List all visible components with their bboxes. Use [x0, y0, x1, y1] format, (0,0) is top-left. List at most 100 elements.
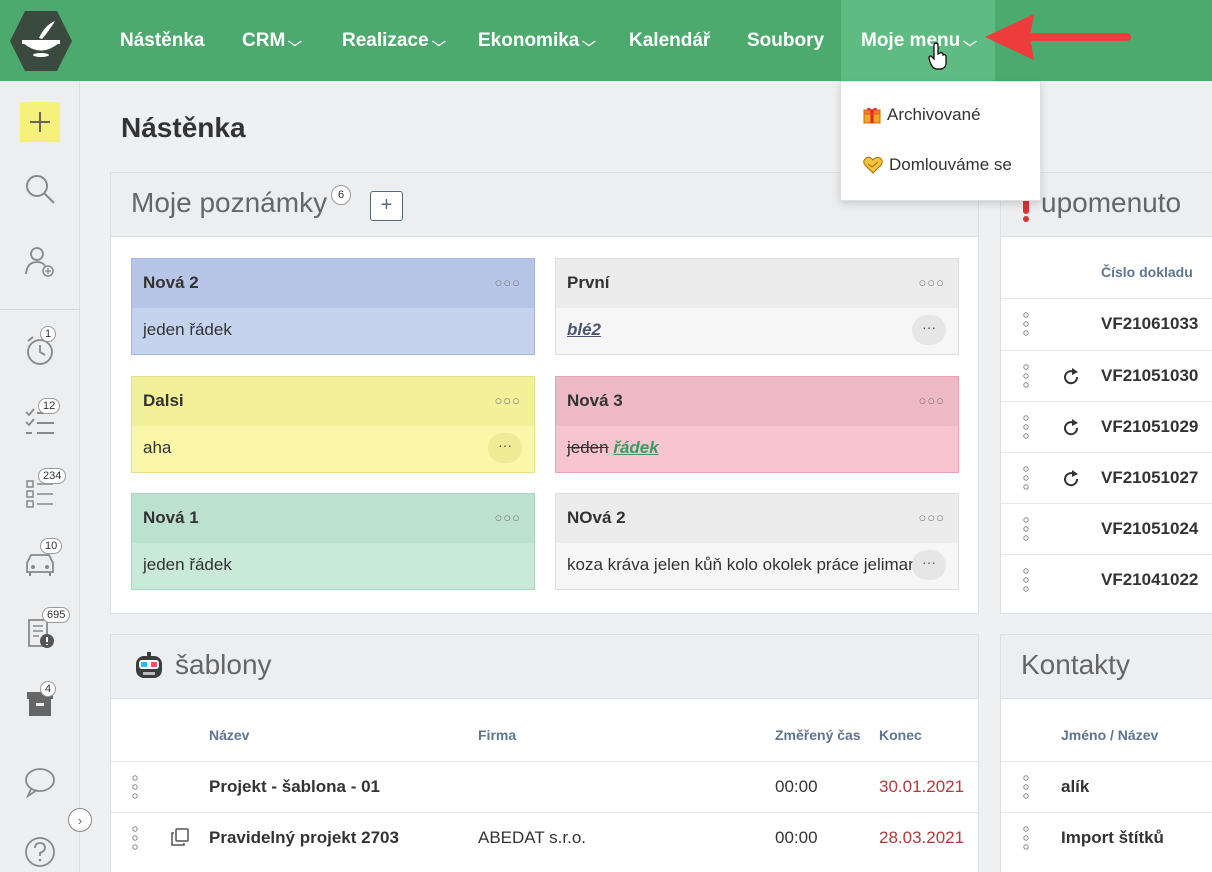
note-options-button[interactable]: ○○○: [494, 275, 521, 290]
note-more-button[interactable]: ···: [912, 315, 946, 345]
note-card[interactable]: Nová 2 ○○○ jeden řádek: [131, 258, 535, 355]
add-contact-button[interactable]: [18, 239, 62, 283]
note-title: NOvá 2: [567, 508, 626, 527]
table-row[interactable]: VF21041022: [1001, 554, 1212, 606]
list-button[interactable]: 234: [18, 468, 67, 514]
help-icon: [25, 837, 55, 867]
note-card[interactable]: Nová 1 ○○○ jeden řádek: [131, 493, 535, 590]
row-menu-icon[interactable]: [132, 775, 138, 799]
column-header[interactable]: Jméno / Název: [1061, 727, 1159, 743]
row-menu-icon[interactable]: [132, 826, 138, 850]
templates-title: šablony: [175, 649, 272, 680]
heart-icon: [863, 156, 883, 174]
note-card[interactable]: NOvá 2 ○○○ koza kráva jelen kůň kolo okol…: [555, 493, 959, 590]
search-button[interactable]: [18, 167, 62, 211]
note-body: jeden řádek: [556, 426, 958, 470]
note-card[interactable]: První ○○○ blé2 ···: [555, 258, 959, 355]
chat-button[interactable]: [18, 760, 62, 804]
note-link[interactable]: blé2: [567, 320, 602, 339]
table-row[interactable]: VF21051024: [1001, 503, 1212, 555]
note-text: jeden řádek: [143, 555, 232, 574]
note-options-button[interactable]: ○○○: [494, 393, 521, 408]
note-options-button[interactable]: ○○○: [918, 393, 945, 408]
nav-realizace[interactable]: Realizace ⌵: [342, 0, 446, 81]
note-title: Dalsi: [143, 391, 184, 410]
row-menu-icon[interactable]: [1023, 775, 1029, 799]
note-more-button[interactable]: ···: [488, 433, 522, 463]
app-logo[interactable]: [9, 9, 73, 73]
row-menu-icon[interactable]: [1023, 568, 1029, 592]
note-card[interactable]: Dalsi ○○○ aha ···: [131, 376, 535, 473]
note-header: Nová 1 ○○○: [132, 494, 534, 543]
nav-kalendar[interactable]: Kalendář: [629, 0, 710, 81]
help-button[interactable]: [18, 830, 62, 872]
table-row[interactable]: alík: [1001, 761, 1212, 813]
note-options-button[interactable]: ○○○: [918, 510, 945, 525]
template-name[interactable]: Projekt - šablona - 01: [209, 777, 380, 796]
chevron-down-icon: ⌵: [431, 34, 446, 49]
badge: 10: [40, 538, 63, 554]
table-row[interactable]: Pravidelný projekt 2703 ABEDAT s.r.o. 00…: [111, 812, 978, 864]
archive-button[interactable]: 4: [18, 681, 62, 725]
nav-moje-menu[interactable]: Moje menu ⌵: [841, 0, 996, 81]
menu-item-domlouvame-se[interactable]: Domlouváme se: [863, 155, 1012, 175]
table-row[interactable]: VF21051029: [1001, 401, 1212, 453]
template-end-date: 30.01.2021: [879, 777, 965, 796]
note-more-button[interactable]: ···: [912, 550, 946, 580]
document-number: VF21061033: [1101, 314, 1199, 333]
nav-soubory[interactable]: Soubory: [747, 0, 824, 81]
note-strikethrough-text: jeden: [567, 438, 609, 457]
nav-ekonomika[interactable]: Ekonomika ⌵: [478, 0, 596, 81]
nav-nastenka[interactable]: Nástěnka: [120, 0, 205, 81]
panel-header: Kontakty: [1001, 635, 1212, 699]
tasks-button[interactable]: 12: [18, 398, 62, 442]
notes-count-badge: 6: [331, 185, 351, 205]
table-row[interactable]: VF21061033: [1001, 298, 1212, 350]
table-row[interactable]: VF21051027: [1001, 452, 1212, 504]
row-menu-icon[interactable]: [1023, 826, 1029, 850]
badge: 1: [40, 326, 57, 342]
column-header-name[interactable]: Název: [209, 727, 250, 743]
table-row[interactable]: VF21051030: [1001, 350, 1212, 402]
invoices-button[interactable]: 695: [18, 607, 71, 655]
table-row[interactable]: Import štítků: [1001, 812, 1212, 864]
note-options-button[interactable]: ○○○: [918, 275, 945, 290]
panel-header: Moje poznámky 6 +: [111, 173, 978, 237]
note-link[interactable]: řádek: [613, 438, 659, 457]
document-number: VF21051030: [1101, 366, 1199, 385]
row-menu-icon[interactable]: [1023, 312, 1029, 336]
chat-bubble-icon: [25, 768, 55, 799]
template-name[interactable]: Pravidelný projekt 2703: [209, 828, 399, 847]
chevron-right-icon: ›: [77, 812, 83, 828]
document-number: VF21051024: [1101, 519, 1199, 538]
note-header: První ○○○: [556, 259, 958, 308]
nav-crm[interactable]: CRM ⌵: [242, 0, 303, 81]
reminders-button[interactable]: 1: [18, 326, 62, 372]
note-body: aha ···: [132, 426, 534, 470]
column-header-end[interactable]: Konec: [879, 727, 922, 743]
column-header-time[interactable]: Změřený čas: [775, 727, 861, 743]
row-menu-icon[interactable]: [1023, 364, 1029, 388]
menu-item-label: Archivované: [887, 105, 981, 124]
contact-name[interactable]: Import štítků: [1061, 828, 1164, 847]
hand-cursor-icon: [928, 42, 947, 70]
repeat-icon: [1064, 419, 1079, 436]
note-card[interactable]: Nová 3 ○○○ jeden řádek: [555, 376, 959, 473]
chevron-down-icon: ⌵: [288, 34, 303, 49]
contact-name[interactable]: alík: [1061, 777, 1090, 796]
nav-label: Realizace: [342, 30, 429, 51]
row-menu-icon[interactable]: [1023, 466, 1029, 490]
note-body: koza kráva jelen kůň kolo okolek práce j…: [556, 543, 958, 587]
row-menu-icon[interactable]: [1023, 415, 1029, 439]
expand-sidebar-button[interactable]: ›: [68, 808, 92, 832]
column-header-company[interactable]: Firma: [478, 727, 517, 743]
row-menu-icon[interactable]: [1023, 517, 1029, 541]
table-row[interactable]: Projekt - šablona - 01 00:00 30.01.2021: [111, 761, 978, 813]
nav-label: Nástěnka: [120, 30, 205, 51]
add-note-button[interactable]: +: [370, 191, 403, 221]
menu-item-archivovane[interactable]: Archivované: [863, 105, 981, 125]
add-button[interactable]: [20, 102, 60, 142]
vehicles-button[interactable]: 10: [18, 538, 63, 584]
note-options-button[interactable]: ○○○: [494, 510, 521, 525]
column-header[interactable]: Číslo dokladu: [1101, 264, 1193, 280]
